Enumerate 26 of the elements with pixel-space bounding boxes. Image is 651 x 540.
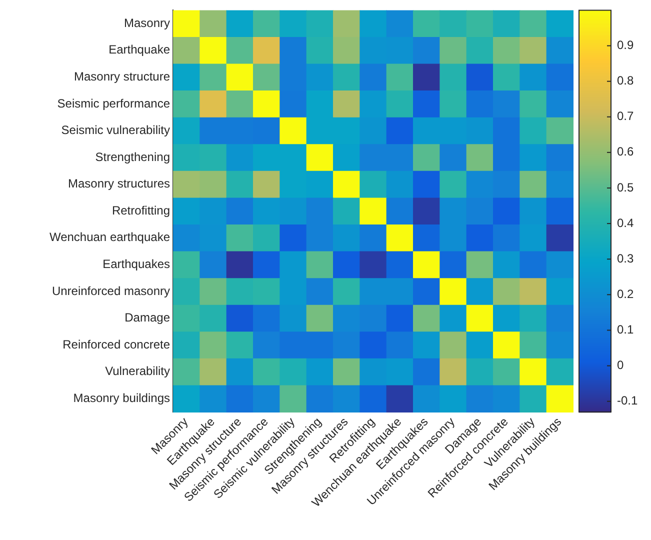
y-tick-label: Masonry structure	[74, 69, 170, 84]
color-bar-label: 0.9	[617, 38, 634, 52]
y-tick-label: Damage	[124, 310, 170, 325]
y-tick-label: Seismic performance	[57, 96, 170, 110]
y-tick-label: Vulnerability	[105, 364, 170, 378]
color-bar-label: 0.8	[617, 74, 634, 88]
y-tick-label: Retrofitting	[112, 203, 170, 218]
color-bar-label: 0.4	[617, 216, 634, 230]
color-bar-label: 0.7	[617, 109, 634, 124]
y-tick-label: Masonry structures	[68, 176, 170, 191]
color-bar-label: 0.1	[617, 322, 634, 337]
color-bar-label: 0.5	[617, 180, 634, 194]
y-tick-label: Masonry	[124, 16, 170, 30]
color-bar-label: -0.1	[617, 394, 638, 408]
y-tick-label: Unreinforced masonry	[52, 284, 170, 298]
color-bar-label: 0	[617, 358, 624, 372]
y-tick-label: Seismic vulnerability	[61, 123, 170, 138]
y-tick-label: Earthquakes	[102, 256, 170, 271]
color-bar-label: 0.3	[617, 251, 634, 266]
y-tick-label: Reinforced concrete	[62, 337, 170, 352]
color-bar-label: 0.2	[617, 286, 634, 301]
y-tick-label: Masonry buildings	[73, 390, 170, 405]
color-bar-label: 0.6	[617, 144, 634, 159]
y-tick-label: Earthquake	[108, 42, 170, 57]
y-tick-label: Wenchuan earthquake	[49, 230, 170, 244]
y-tick-label: Strengthening	[95, 150, 170, 164]
